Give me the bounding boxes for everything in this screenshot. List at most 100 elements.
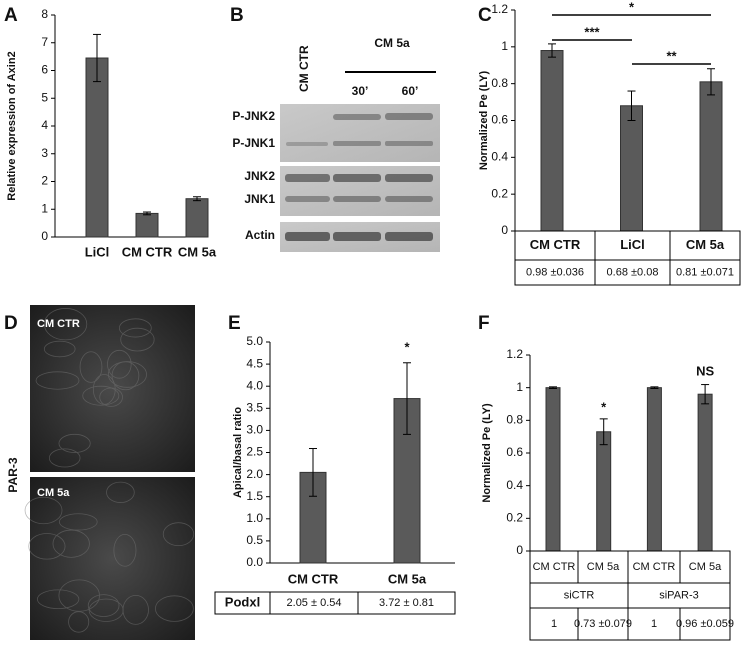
bar [646,387,662,552]
condition-label: CM 5a [374,36,410,50]
table-text: 0.98 ±0.036 [526,266,584,278]
panel-letter: C [478,5,492,26]
cell-outline [28,533,66,560]
y-tick-label: 0 [501,223,508,237]
significance-label: * [601,399,607,414]
table-text: 3.72 ± 0.81 [379,597,434,609]
error-bar [93,33,101,83]
y-tick-label: 0.4 [506,478,523,492]
bar [85,57,109,238]
cell-outline [79,351,103,383]
y-tick-label: 1.2 [506,347,523,361]
error-bar [549,386,557,389]
table-text: 0.81 ±0.071 [676,266,734,278]
error-bar [403,362,411,435]
panel-letter: F [478,313,490,334]
y-tick-label: 0.2 [491,186,508,200]
y-tick-label: 0 [41,229,48,243]
cell-texture [24,308,195,633]
error-bar [143,211,151,216]
y-tick-label: 2.5 [246,445,263,459]
significance-label: NS [696,363,714,378]
y-tick-label: 0.2 [506,511,523,525]
cell-outline [162,522,195,547]
y-tick-label: 0.5 [246,533,263,547]
band-label: P-JNK1 [232,136,275,150]
cell-outline [35,371,80,390]
bar [545,387,561,552]
table-text: CM 5a [587,561,620,573]
y-axis-label: Normalized Pe (LY) [478,71,490,171]
table-text: 0.68 ±0.08 [607,266,659,278]
cell-outline [106,481,135,503]
blot-panel: B CM CTR CM 5a 30’ 60’ P-JNK2 P-JNK1 JNK… [230,5,440,252]
table-text: CM CTR [533,561,576,573]
bar [620,105,643,232]
x-tick-label: CM CTR [288,571,339,586]
error-bar [599,418,608,446]
y-axis-label: Normalized Pe (LY) [481,403,493,503]
error-bar [548,43,556,58]
cell-outline [43,340,76,358]
table-text: Podxl [225,594,260,609]
table-text: siCTR [564,589,595,601]
bar [596,431,612,552]
cell-outline [48,448,81,468]
error-bar [650,386,659,389]
panel-letter: D [4,313,18,334]
panel-letter: A [4,5,18,26]
cell-outline [118,318,152,338]
bar [135,212,159,238]
error-bar [701,384,710,405]
bar [699,81,723,232]
y-axis-label: Relative expression of Axin2 [6,51,18,200]
table-text: CM 5a [689,561,722,573]
y-axis-label: Apical/basal ratio [232,407,244,498]
y-tick-label: 1 [41,201,48,215]
table-text: 0.96 ±0.059 [676,618,734,630]
y-tick-label: 7 [41,35,48,49]
y-tick-label: 1.0 [246,511,263,525]
stain-label: PAR-3 [6,457,20,492]
y-tick-label: 5 [41,90,48,104]
cell-outline [24,496,63,525]
y-tick-label: 1 [516,380,523,394]
y-tick-label: 0.8 [491,76,508,90]
y-tick-label: 5.0 [246,334,263,348]
table-text: siPAR-3 [659,589,699,601]
cell-outline [87,594,120,617]
cell-outline [120,327,155,352]
band-label: Actin [245,228,275,242]
y-tick-label: 4 [41,118,48,132]
table-text: CM CTR [633,561,676,573]
table-text: 1 [551,618,557,630]
condition-label: CM CTR [297,45,311,92]
bar [540,50,564,232]
y-tick-label: 4.5 [246,356,263,370]
bar [185,198,209,238]
y-tick-label: 6 [41,63,48,77]
blot-membrane [280,166,440,216]
table-text: 0.73 ±0.079 [574,618,632,630]
y-tick-label: 2.0 [246,467,263,481]
cell-outline [122,594,149,625]
x-tick-label: CM 5a [178,244,217,259]
cell-outline [58,433,91,453]
table-text: 2.05 ± 0.54 [287,597,342,609]
band-label: JNK2 [244,169,275,183]
cell-outline [68,611,90,633]
cell-outline [92,374,116,405]
table-text: LiCl [620,237,645,252]
panel-letter: B [230,5,244,26]
micrograph-panel: D CM CTR CM 5a PAR-3 [4,305,195,640]
cell-outline [43,308,88,341]
blot-bands [285,113,433,241]
cell-outline [155,595,194,622]
error-bar [309,448,317,497]
error-bar [707,68,715,96]
y-tick-label: 0.4 [491,150,508,164]
cell-outline [58,579,100,612]
y-tick-label: 4.0 [246,378,263,392]
table-text: CM 5a [686,237,725,252]
y-tick-label: 1.2 [491,2,508,16]
